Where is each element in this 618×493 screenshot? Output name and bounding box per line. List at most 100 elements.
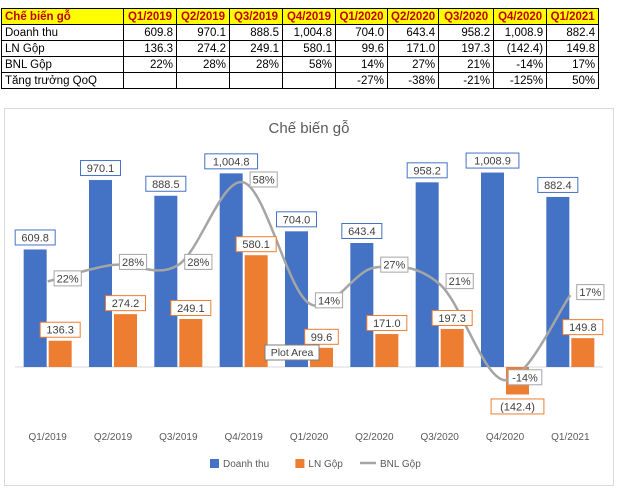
gross-profit-bar [375, 334, 399, 367]
bnl-data-label-text: 17% [579, 287, 601, 299]
bnl-data-label-box [576, 284, 605, 301]
table-cell: 882.4 [546, 24, 600, 41]
table-row: LN Gộp 136.3 274.2 249.1 580.1 99.6 171.0 197.3… [1, 40, 600, 57]
plot-area-tooltip: Plot Area [264, 344, 320, 361]
table-cell: 197.3 [438, 40, 495, 57]
table-cell: 580.1 [282, 40, 336, 57]
gross-profit-data-label: 149.8 [562, 319, 604, 336]
table-cell: -14% [493, 56, 548, 73]
table-cell: Q1/2021 [546, 8, 600, 25]
table-cell: Q3/2020 [438, 8, 495, 25]
row-label: LN Gộp [1, 40, 124, 57]
legend: Doanh thu LN Gộp BNL Gộp [210, 459, 421, 470]
gross-profit-data-label-box [235, 236, 277, 253]
gross-profit-bar [440, 328, 464, 367]
gross-profit-bar [114, 314, 137, 367]
revenue-bar [350, 242, 374, 367]
gross-profit-data-label-box [366, 315, 408, 332]
bnl-data-label-box [118, 253, 148, 270]
legend-label: LN Gộp [308, 459, 343, 470]
tooltip-box [264, 344, 320, 361]
table-cell: 22% [123, 56, 177, 73]
table-cell: 888.5 [229, 24, 283, 41]
table-cell: -38% [386, 72, 440, 89]
table-cell [176, 72, 230, 89]
bnl-data-label: 17% [576, 284, 605, 301]
bnl-data-label-text: 21% [449, 276, 471, 288]
table-cell: 27% [386, 56, 440, 73]
row-label: Tăng trưởng QoQ [1, 72, 124, 89]
x-tick-label: Q2/2020 [355, 432, 394, 443]
table-cell: 14% [335, 56, 388, 73]
tooltip-text: Plot Area [271, 347, 314, 359]
bnl-gop-line [47, 181, 572, 382]
table-cell: Q2/2019 [176, 8, 230, 25]
bnl-data-label-text: 14% [318, 295, 340, 307]
table-cell: 99.6 [335, 40, 388, 57]
gross-profit-data-label-text: 197.3 [438, 313, 466, 325]
bnl-data-label: 14% [314, 292, 344, 309]
x-tick-label: Q2/2019 [94, 432, 133, 443]
revenue-data-label-box [204, 153, 259, 170]
bnl-data-label-box [445, 273, 474, 290]
gross-profit-bar [179, 318, 203, 367]
bnl-data-label-text: 28% [122, 257, 144, 269]
x-tick-label: Q4/2020 [486, 432, 525, 443]
x-tick-label: Q4/2019 [224, 432, 263, 443]
gross-profit-data-label-box [304, 328, 339, 345]
gross-profit-bar [48, 340, 72, 367]
revenue-data-label: 888.5 [145, 175, 187, 192]
gross-profit-data-label: 274.2 [105, 295, 146, 312]
table-cell: Q4/2020 [493, 8, 548, 25]
table-cell: Q2/2020 [386, 8, 440, 25]
bnl-data-label: 28% [118, 253, 148, 270]
table-cell: -21% [438, 72, 495, 89]
table-cell [229, 72, 283, 89]
data-table: Chế biến gỗ Q1/2019 Q2/2019 Q3/2019 Q4/2019 Q… [1, 8, 600, 89]
legend-swatch [210, 459, 219, 468]
table-row: Tăng trưởng QoQ -27% -38% -21% -125% 50% [1, 72, 600, 89]
table-cell: 609.8 [123, 24, 177, 41]
x-tick-label: Q3/2019 [159, 432, 198, 443]
revenue-bar [546, 196, 570, 367]
revenue-data-label: 958.2 [406, 162, 448, 179]
table-cell: 171.0 [386, 40, 440, 57]
revenue-bar [23, 249, 47, 367]
gross-profit-data-label-text: 171.0 [373, 318, 401, 330]
table-cell: 17% [546, 56, 600, 73]
revenue-data-label-text: 882.4 [544, 180, 572, 192]
table-cell [123, 72, 177, 89]
x-tick-label: Q1/2019 [28, 432, 67, 443]
table-cell: 58% [282, 56, 336, 73]
revenue-data-label: 609.8 [14, 229, 56, 246]
table-cell: 21% [438, 56, 495, 73]
table-cell: Q1/2020 [335, 8, 388, 25]
bnl-data-label: 27% [380, 256, 409, 273]
bnl-data-label-box [53, 270, 82, 287]
bnl-data-label-box [380, 256, 409, 273]
legend-label: BNL Gộp [380, 459, 421, 470]
bnl-data-label-text: 22% [57, 273, 79, 285]
revenue-data-label-box [145, 175, 187, 192]
table-cell: Q1/2019 [123, 8, 177, 25]
revenue-bar [89, 180, 112, 367]
revenue-data-label: 1,008.9 [465, 152, 520, 169]
bnl-data-label-box [314, 292, 344, 309]
table-cell: 149.8 [546, 40, 600, 57]
revenue-data-label-box [276, 211, 317, 228]
bnl-data-label-box [184, 253, 213, 270]
revenue-data-label-text: 958.2 [413, 165, 441, 177]
bnl-data-label-text: 28% [187, 257, 209, 269]
bnl-data-label-box [249, 171, 278, 188]
revenue-data-label: 882.4 [537, 176, 579, 193]
chart-area[interactable]: Chế biến gỗ 609.8 136.3 22% Q1/2019 970.1 274.… [4, 108, 614, 486]
revenue-bar [285, 231, 308, 367]
revenue-data-label-text: 970.1 [87, 163, 115, 175]
x-tick-label: Q1/2020 [290, 432, 329, 443]
gross-profit-data-label-box [490, 398, 545, 415]
bnl-data-label-text: 58% [253, 174, 275, 186]
bnl-data-label-text: 27% [383, 260, 405, 272]
legend-swatch [295, 459, 305, 468]
gross-profit-data-label-text: 274.2 [112, 298, 140, 310]
table-cell: 970.1 [176, 24, 230, 41]
